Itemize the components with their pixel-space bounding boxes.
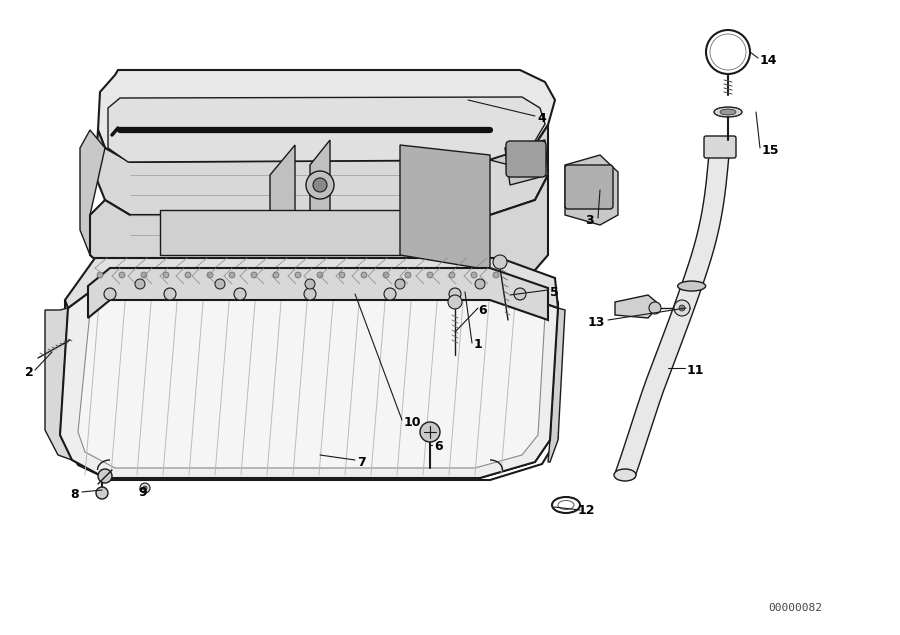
Polygon shape <box>60 288 558 478</box>
Circle shape <box>229 272 235 278</box>
Polygon shape <box>72 440 550 478</box>
Text: 13: 13 <box>588 316 605 328</box>
Circle shape <box>215 279 225 289</box>
Polygon shape <box>80 130 105 268</box>
Circle shape <box>339 272 345 278</box>
Circle shape <box>514 288 526 300</box>
Polygon shape <box>490 145 548 285</box>
Polygon shape <box>98 70 555 162</box>
FancyBboxPatch shape <box>506 141 546 177</box>
Circle shape <box>449 272 455 278</box>
Circle shape <box>448 295 462 309</box>
Polygon shape <box>65 258 558 308</box>
Polygon shape <box>310 140 330 255</box>
Polygon shape <box>78 295 545 468</box>
Text: 4: 4 <box>537 112 545 124</box>
Circle shape <box>104 288 116 300</box>
Circle shape <box>163 272 169 278</box>
Circle shape <box>493 255 507 269</box>
Polygon shape <box>548 308 565 462</box>
Circle shape <box>143 486 147 490</box>
Circle shape <box>679 305 685 311</box>
Text: 1: 1 <box>474 338 482 352</box>
Text: 8: 8 <box>70 488 78 500</box>
Text: 10: 10 <box>404 415 421 429</box>
Circle shape <box>674 300 690 316</box>
Circle shape <box>273 272 279 278</box>
Text: 12: 12 <box>578 504 596 516</box>
Polygon shape <box>565 155 618 225</box>
Polygon shape <box>270 145 295 255</box>
Circle shape <box>420 422 440 442</box>
Circle shape <box>234 288 246 300</box>
FancyBboxPatch shape <box>704 136 736 158</box>
Polygon shape <box>88 268 548 320</box>
Circle shape <box>475 279 485 289</box>
Circle shape <box>471 272 477 278</box>
Circle shape <box>251 272 257 278</box>
Text: 9: 9 <box>138 486 147 498</box>
Polygon shape <box>400 145 490 270</box>
Polygon shape <box>45 308 72 460</box>
Text: 7: 7 <box>357 455 365 469</box>
FancyBboxPatch shape <box>565 165 613 209</box>
Circle shape <box>306 171 334 199</box>
Circle shape <box>119 272 125 278</box>
Text: 3: 3 <box>585 213 594 227</box>
Polygon shape <box>616 144 730 478</box>
Circle shape <box>493 272 499 278</box>
Circle shape <box>383 272 389 278</box>
Polygon shape <box>108 97 545 162</box>
Text: 6: 6 <box>478 304 487 316</box>
Circle shape <box>96 487 108 499</box>
Ellipse shape <box>678 281 706 291</box>
Circle shape <box>449 288 461 300</box>
Circle shape <box>649 302 661 314</box>
Circle shape <box>304 288 316 300</box>
Circle shape <box>97 272 103 278</box>
Polygon shape <box>505 140 548 185</box>
Text: 6: 6 <box>434 441 443 453</box>
Circle shape <box>384 288 396 300</box>
Circle shape <box>141 272 147 278</box>
Text: 2: 2 <box>25 366 34 378</box>
Circle shape <box>98 469 112 483</box>
Circle shape <box>135 279 145 289</box>
Circle shape <box>395 279 405 289</box>
Circle shape <box>295 272 301 278</box>
Polygon shape <box>90 175 548 285</box>
Circle shape <box>305 279 315 289</box>
Text: 11: 11 <box>687 363 705 377</box>
Circle shape <box>361 272 367 278</box>
Circle shape <box>140 483 150 493</box>
Circle shape <box>164 288 176 300</box>
Ellipse shape <box>720 109 736 115</box>
Text: 15: 15 <box>762 144 779 156</box>
Circle shape <box>405 272 411 278</box>
Circle shape <box>317 272 323 278</box>
Text: 00000082: 00000082 <box>768 603 822 613</box>
Text: 5: 5 <box>550 286 559 298</box>
Polygon shape <box>615 295 660 318</box>
Ellipse shape <box>714 107 742 117</box>
Circle shape <box>313 178 327 192</box>
Circle shape <box>427 272 433 278</box>
Text: 14: 14 <box>760 53 778 67</box>
Ellipse shape <box>614 469 636 481</box>
Circle shape <box>207 272 213 278</box>
Polygon shape <box>95 125 548 215</box>
Circle shape <box>185 272 191 278</box>
Polygon shape <box>160 210 465 255</box>
